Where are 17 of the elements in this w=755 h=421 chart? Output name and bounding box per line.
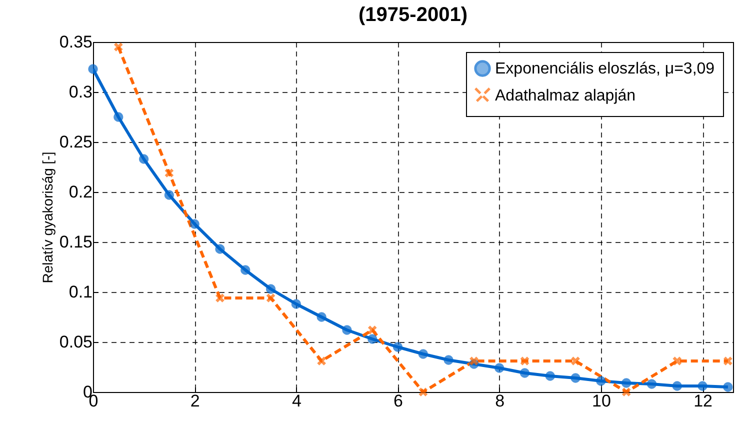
y-tick-label: 0.05 [59, 332, 92, 352]
legend-label: Exponenciális eloszlás, μ=3,09 [495, 60, 715, 78]
y-tick-label: 0.25 [59, 132, 92, 152]
y-tick-label: 0.35 [59, 32, 92, 52]
y-tick-label: 0.3 [68, 82, 92, 102]
y-tick-label: 0.15 [59, 232, 92, 252]
y-tick-label: 0.1 [68, 282, 92, 302]
chart-title: (1975-2001) [358, 4, 468, 26]
x-tick-label: 12 [694, 392, 712, 410]
x-tick-label: 8 [495, 392, 505, 410]
x-tick-label: 6 [394, 392, 403, 410]
legend-label: Adathalmaz alapján [495, 88, 636, 104]
x-tick-label: 2 [190, 392, 200, 410]
x-tick-label: 4 [292, 392, 302, 410]
y-tick-label: 0.2 [68, 182, 92, 202]
y-axis-title: Relatív gyakoriság [-] [39, 152, 56, 284]
x-tick-label: 10 [592, 392, 611, 410]
